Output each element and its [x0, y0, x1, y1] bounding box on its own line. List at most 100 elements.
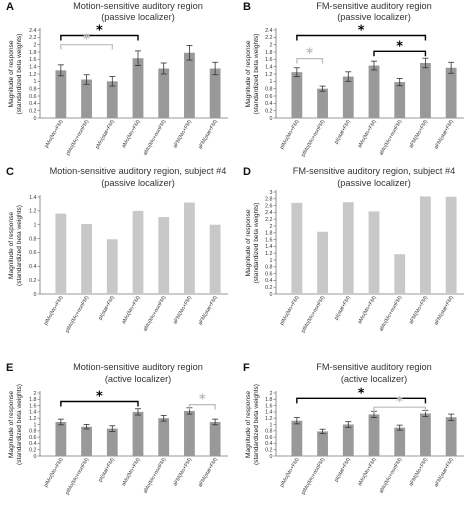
bar [342, 202, 354, 294]
chart-title: FM-sensitive auditory region [316, 1, 431, 11]
chart-panel-c: C Motion-sensitive auditory region, subje… [6, 166, 228, 334]
y-axis-title: Magnitude of response [245, 391, 252, 458]
significance-bracket [373, 50, 427, 57]
y-tick-label: 1.2 [265, 72, 272, 78]
y-tick-label: 2.4 [29, 28, 36, 34]
y-tick-label: 0.6 [265, 94, 272, 100]
x-tick-label: pIMo(Mo+FM) [43, 295, 65, 327]
chart-subtitle: (active localizer) [105, 374, 171, 384]
y-tick-label: 1 [34, 223, 37, 229]
x-tick-label: aFM(Mo+FM) [172, 119, 193, 150]
significance-bracket [188, 404, 216, 410]
y-tick-label: 0.4 [29, 101, 36, 107]
x-tick-label: pIMo(Mo+FM) [279, 295, 301, 327]
x-tick-label: aFM(Mo+FM) [172, 295, 193, 326]
bar [106, 81, 118, 118]
panel-letter: E [6, 362, 13, 374]
y-tick-label: 1.6 [265, 57, 272, 63]
y-tick-label: 0.8 [265, 86, 272, 92]
y-axis-title: Magnitude of response [245, 209, 252, 276]
y-tick-label: 0 [270, 292, 273, 298]
y-tick-label: 0.2 [29, 108, 36, 114]
y-axis-title: (standardized beta weights) [16, 205, 23, 286]
bar [291, 202, 303, 294]
bar [394, 254, 406, 294]
bar [55, 213, 67, 294]
x-tick-label: aFM(Mo+FM) [408, 457, 429, 488]
x-tick-label: aFM(stat+FM) [197, 457, 219, 489]
y-tick-label: 1.2 [29, 209, 36, 215]
bar [132, 58, 144, 118]
y-tick-label: 0.8 [265, 429, 272, 435]
y-tick-label: 3 [270, 190, 273, 196]
y-axis-title: Magnitude of response [8, 391, 15, 458]
y-tick-label: 0.2 [265, 448, 272, 454]
significance-star: * [96, 390, 103, 405]
x-tick-label: pI(stat+FM) [97, 457, 116, 483]
y-tick-label: 0.4 [265, 278, 272, 284]
y-axis-title: Magnitude of response [8, 212, 15, 279]
y-tick-label: 0.8 [29, 86, 36, 92]
bar [158, 68, 170, 118]
y-tick-label: 1 [34, 79, 37, 85]
chart-subtitle: (passive localizer) [101, 12, 175, 22]
y-tick-label: 0.2 [265, 285, 272, 291]
x-tick-label: aMo(Mo+nonFM) [142, 119, 167, 157]
y-tick-label: 2 [270, 391, 273, 397]
y-tick-label: 1.4 [265, 64, 272, 70]
x-tick-label: aFM(stat+FM) [433, 295, 455, 327]
bar [317, 231, 328, 294]
y-tick-label: 1.2 [29, 416, 36, 422]
y-tick-label: 0 [34, 292, 37, 298]
significance-star: * [396, 39, 403, 54]
y-tick-label: 1.8 [265, 231, 272, 237]
y-tick-label: 0.4 [29, 441, 36, 447]
y-tick-label: 2.2 [265, 35, 272, 41]
x-tick-label: pIMo(Mo+FM) [43, 457, 65, 489]
bar [184, 202, 195, 294]
x-tick-label: aFM(Mo+FM) [408, 295, 429, 326]
x-tick-label: pI(stat+FM) [97, 295, 116, 321]
bar [420, 413, 431, 456]
y-tick-label: 1.4 [265, 410, 272, 416]
x-tick-label: aMo(Mo+nonFM) [142, 295, 167, 333]
chart-title: FM-sensitive auditory region, subject #4 [293, 166, 455, 176]
x-tick-label: aMo(Mo+FM) [121, 119, 142, 149]
y-tick-label: 0 [34, 116, 37, 122]
y-tick-label: 1 [270, 79, 273, 85]
y-tick-label: 0.2 [29, 448, 36, 454]
bar [317, 88, 328, 118]
x-tick-label: aFM(stat+FM) [433, 457, 455, 489]
chart-subtitle: (active localizer) [341, 374, 407, 384]
significance-star: * [96, 24, 103, 39]
y-tick-label: 2 [34, 42, 37, 48]
bar [420, 196, 431, 294]
x-tick-label: pMo(Mo+FM) [44, 119, 65, 149]
y-tick-label: 1 [34, 422, 37, 428]
x-tick-label: pIMo(Mo+nonFM) [300, 457, 326, 496]
y-tick-label: 0.4 [265, 101, 272, 107]
y-tick-label: 1.6 [29, 403, 36, 409]
x-tick-label: aFM(stat+FM) [197, 119, 219, 151]
y-tick-label: 1.8 [265, 397, 272, 403]
y-tick-label: 1.2 [265, 416, 272, 422]
x-tick-label: pIMo(Mo+nonFM) [64, 295, 90, 334]
y-tick-label: 1.8 [265, 50, 272, 56]
bar [81, 426, 92, 456]
chart-title: Motion-sensitive auditory region, subjec… [50, 166, 227, 176]
bar [291, 420, 303, 456]
bar [342, 424, 354, 456]
bar [158, 418, 170, 456]
chart-panel-a: A Motion-sensitive auditory region(passiv… [6, 1, 228, 157]
y-tick-label: 0.6 [29, 94, 36, 100]
y-tick-label: 1.4 [29, 195, 36, 201]
y-tick-label: 0.4 [29, 264, 36, 270]
chart-panel-b: B FM-sensitive auditory region(passive lo… [243, 1, 464, 158]
y-tick-label: 1.8 [29, 50, 36, 56]
chart-subtitle: (passive localizer) [337, 12, 411, 22]
y-tick-label: 2.4 [265, 210, 272, 216]
x-tick-label: aMo(Mo+nonFM) [378, 457, 403, 495]
bar [55, 421, 67, 456]
bar [445, 67, 457, 118]
